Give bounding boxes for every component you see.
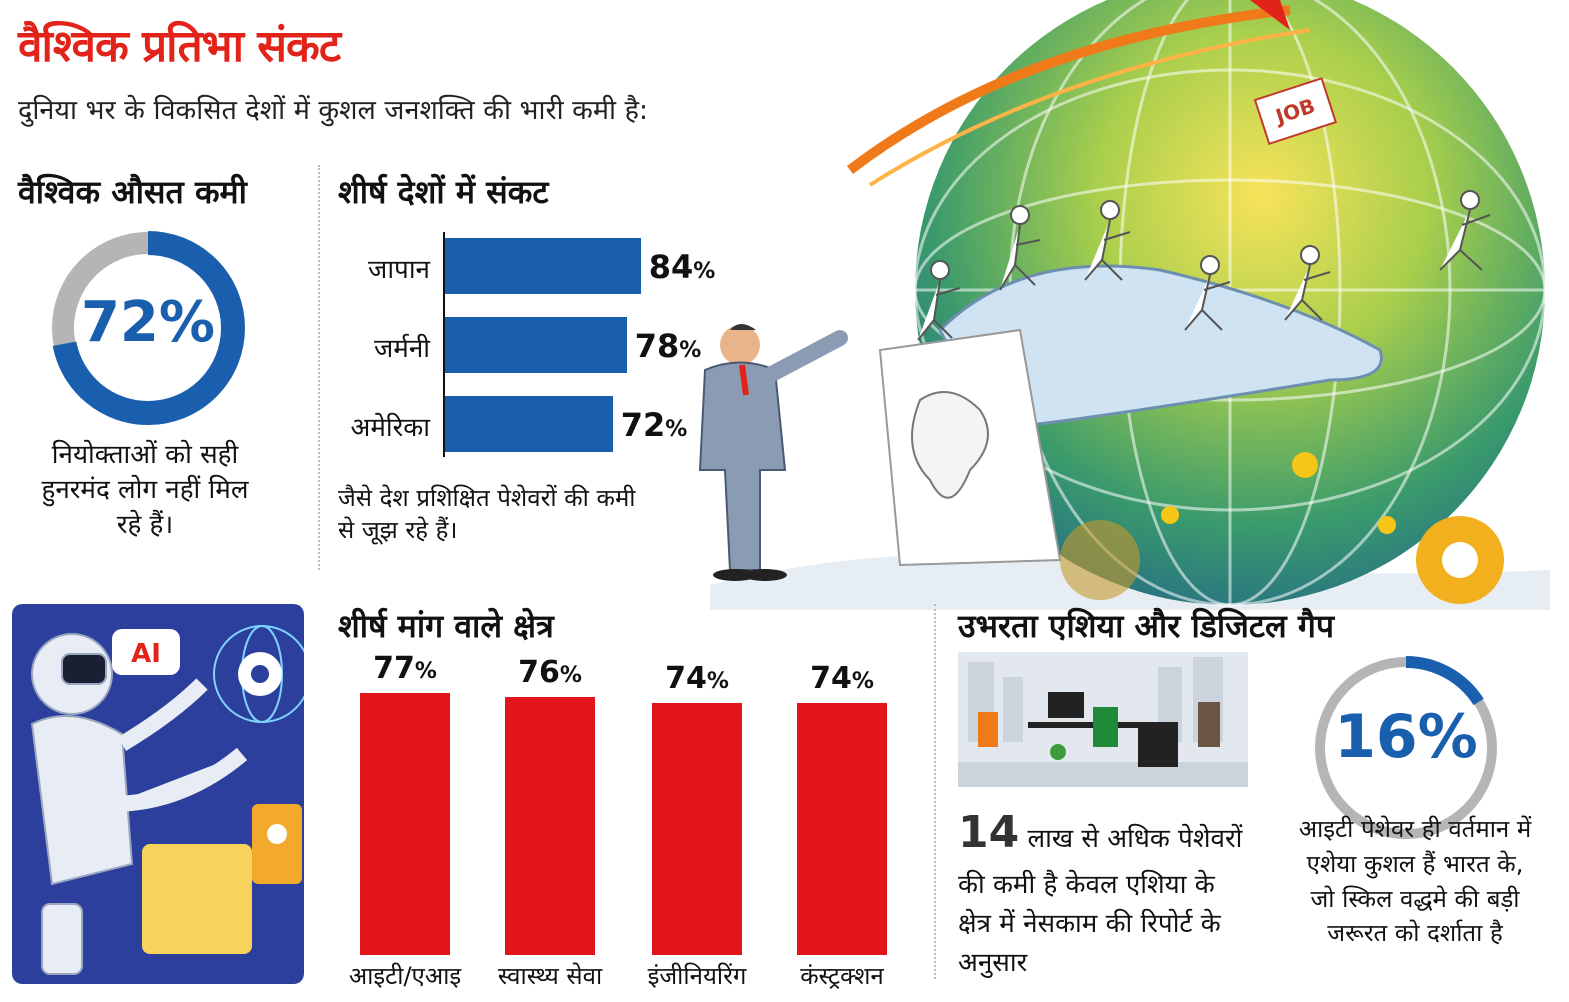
bulb-icons [1161, 452, 1396, 534]
desk [1028, 722, 1138, 728]
chair-icon [1093, 707, 1118, 747]
divider [318, 165, 320, 570]
it-skill-value: 16% [1334, 702, 1478, 772]
divider [934, 604, 936, 979]
vbar-category-label: आइटी/एआइ [348, 962, 462, 990]
caption-line: जरूरत को दर्शाता है [1327, 919, 1503, 948]
globe-illustration: JOB [698, 0, 1550, 610]
india-map [911, 391, 989, 499]
vbar-bar [505, 696, 595, 955]
office-illustration [958, 652, 1248, 787]
vbar-value-label: 77% [373, 651, 437, 687]
hbar-value-label: 78% [634, 327, 702, 365]
vbar-category-label: स्वास्थ्य सेवा [497, 962, 603, 990]
caption-line: हुनरमंद लोग नहीं मिल [41, 475, 249, 506]
asia-stat-number: 14 [958, 807, 1020, 858]
document-icon [142, 844, 252, 954]
hbar-value-label: 72% [620, 406, 688, 444]
global-avg-donut [51, 231, 245, 425]
vbar-value-label: 74% [665, 661, 729, 697]
hbar-category-label: अमेरिका [350, 413, 430, 443]
donut-arc [51, 231, 245, 425]
top-countries-caption: जैसे देश प्रशिक्षित पेशेवरों की कमी से ज… [338, 482, 698, 547]
global-avg-caption: नियोक्ताओं को सही हुनरमंद लोग नहीं मिल र… [10, 438, 280, 543]
caption-line: अनुसार [958, 948, 1028, 978]
gear-icon [238, 652, 282, 696]
swoosh [846, 5, 1291, 174]
global-avg-value: 72% [80, 290, 216, 355]
caption-line: क्षेत्र में नेसकाम की रिपोर्ट के [958, 909, 1221, 939]
caption-line: एशेया कुशल हैं भारत के, [1306, 849, 1524, 878]
ai-speech-bubble [112, 629, 180, 675]
caption-line: की कमी है केवल एशिया के [958, 870, 1215, 900]
plant-icon [1050, 744, 1066, 760]
caption-line: रहे हैं। [116, 510, 174, 541]
page-subtitle: दुनिया भर के विकसित देशों में कुशल जनशक्… [18, 95, 649, 126]
swoosh-thin [868, 28, 1311, 187]
ai-label: AI [131, 639, 161, 669]
hbar-category-label: जर्मनी [373, 334, 430, 364]
cabinet [1138, 722, 1178, 767]
asia-stat: 14 लाख से अधिक पेशेवरों की कमी है केवल ए… [958, 800, 1258, 983]
gear-icons [1060, 516, 1504, 604]
hbar-bar [445, 396, 613, 452]
vbar-bar [652, 703, 742, 955]
monitor-icon [1048, 692, 1084, 718]
vbar-value-label: 76% [518, 654, 582, 690]
caption-line: जो स्किल वद्धमे की बड़ी [1310, 884, 1520, 913]
ring-arc [1314, 656, 1498, 840]
asia-heading: उभरता एशिया और डिजिटल गैप [958, 607, 1335, 645]
job-paper: JOB [1253, 77, 1338, 146]
demand-heading: शीर्ष मांग वाले क्षेत्र [338, 607, 554, 645]
vbar-category-label: इंजीनियरिंग [647, 962, 747, 990]
hbar-bar [445, 317, 627, 373]
top-countries-heading: शीर्ष देशों में संकट [338, 173, 549, 211]
vbar-category-label: कंस्ट्रक्शन [800, 962, 884, 990]
robot [30, 633, 248, 975]
arrow-head [1250, 0, 1290, 30]
chair-icon [1198, 702, 1220, 747]
caption-line: जैसे देश प्रशिक्षित पेशेवरों की कमी [338, 484, 636, 512]
caption-line: लाख से अधिक पेशेवरों [1027, 824, 1243, 854]
caption-line: नियोक्ताओं को सही [51, 440, 239, 470]
vbar-bar [797, 703, 887, 955]
running-figures [917, 190, 1491, 341]
ai-robot-illustration: AI [12, 604, 304, 984]
hbar-bar [445, 238, 641, 294]
vbar-value-label: 74% [810, 661, 874, 697]
it-skill-ring [1314, 656, 1498, 840]
chair-icon [978, 712, 998, 747]
page-title: वैश्विक प्रतिभा संकट [18, 21, 341, 72]
caption-line: आइटी पेशेवर ही वर्तमान में [1298, 815, 1532, 843]
caption-line: से जूझ रहे हैं। [338, 516, 458, 545]
global-avg-heading: वैश्विक औसत कमी [18, 173, 247, 211]
hbar-value-label: 84% [648, 248, 716, 286]
hbar-axis [443, 232, 445, 457]
hbar-category-label: जापान [368, 255, 430, 285]
hand [938, 264, 1383, 432]
vbar-bar [360, 693, 450, 955]
it-skill-caption: आइटी पेशेवर ही वर्तमान में एशेया कुशल है… [1270, 812, 1560, 951]
businessman [698, 324, 848, 581]
